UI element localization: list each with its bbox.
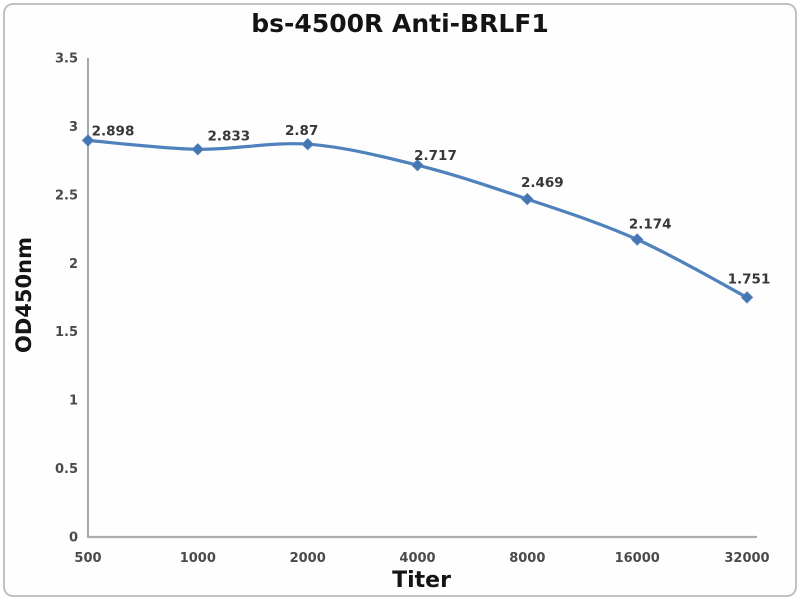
x-axis-title: Titer [392, 568, 451, 593]
y-tick-label: 0.5 [55, 462, 78, 477]
data-point-marker [191, 143, 205, 156]
data-point-label: 2.833 [207, 128, 250, 144]
data-point-marker [521, 192, 534, 206]
data-point-marker [630, 233, 644, 246]
y-tick-label: 0 [69, 531, 78, 546]
x-tick-label: 1000 [180, 551, 216, 566]
data-point-marker [301, 137, 314, 151]
y-tick-label: 2.5 [55, 188, 78, 203]
data-point-label: 2.87 [285, 123, 318, 139]
data-point-label: 2.469 [521, 175, 564, 191]
data-point-marker [740, 291, 754, 304]
chart-title: bs-4500R Anti-BRLF1 [251, 9, 549, 38]
data-point-label: 2.898 [92, 123, 135, 139]
y-tick-label: 2 [69, 257, 78, 272]
x-tick-label: 16000 [615, 551, 660, 566]
data-point-marker [81, 134, 95, 147]
y-tick-label: 1 [69, 394, 78, 409]
x-tick-label: 4000 [399, 551, 435, 566]
y-axis-title: OD450nm [12, 237, 36, 353]
data-point-label: 2.717 [414, 148, 457, 164]
x-tick-label: 32000 [724, 551, 769, 566]
data-point-marker [411, 158, 424, 172]
y-tick-label: 3.5 [55, 52, 78, 67]
x-tick-label: 2000 [290, 551, 326, 566]
y-tick-label: 1.5 [55, 325, 78, 340]
y-tick-label: 3 [69, 120, 78, 135]
x-tick-label: 8000 [509, 551, 545, 566]
chart-panel-border [3, 3, 797, 597]
x-tick-label: 500 [74, 551, 101, 566]
data-point-label: 2.174 [629, 217, 672, 233]
data-point-label: 1.751 [728, 271, 771, 287]
